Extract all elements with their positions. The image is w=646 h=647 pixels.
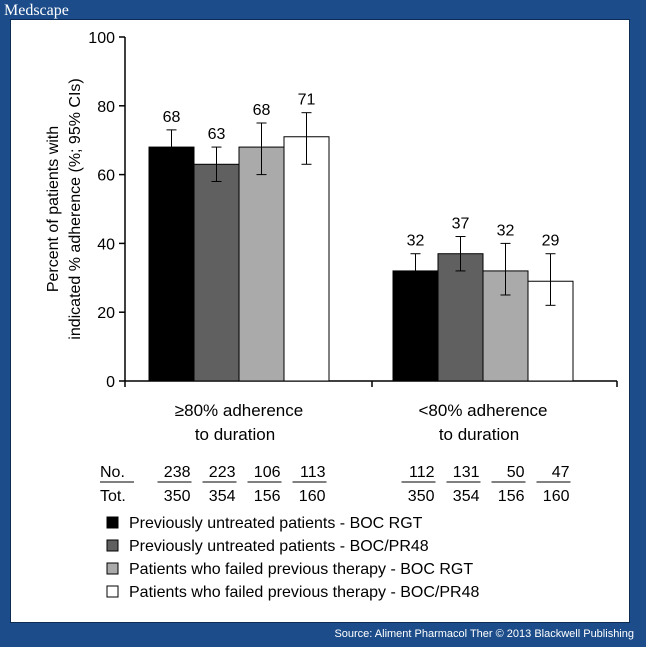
count-row-label-numerator: No.	[100, 464, 125, 481]
legend-label: Previously untreated patients - BOC RGT	[129, 515, 423, 532]
legend-label: Previously untreated patients - BOC/PR48	[129, 538, 429, 555]
count-denominator: 354	[209, 488, 236, 505]
count-denominator: 160	[543, 488, 570, 505]
bar	[148, 146, 195, 382]
count-numerator: 223	[209, 464, 236, 481]
category-label: to duration	[439, 425, 519, 444]
legend-swatch	[106, 585, 119, 598]
count-numerator: 112	[409, 464, 435, 481]
count-numerator: 106	[254, 464, 281, 481]
y-tick-label: 0	[106, 374, 115, 391]
count-denominator: 156	[498, 488, 525, 505]
legend-label: Patients who failed previous therapy - B…	[129, 584, 480, 601]
count-denominator: 354	[453, 488, 480, 505]
count-denominator: 160	[299, 488, 326, 505]
category-label: <80% adherence	[418, 401, 547, 420]
data-label: 32	[497, 222, 515, 239]
category-label: ≥80% adherence	[175, 401, 303, 420]
count-numerator: 238	[164, 464, 191, 481]
y-tick-label: 80	[97, 99, 115, 116]
count-denominator: 156	[254, 488, 281, 505]
bar	[238, 146, 285, 382]
count-denominator: 350	[164, 488, 191, 505]
data-label: 32	[407, 233, 425, 250]
legend-swatch	[106, 562, 119, 575]
bar	[193, 163, 240, 382]
medscape-logo: Medscape	[4, 2, 69, 19]
count-denominator: 350	[408, 488, 435, 505]
data-label: 37	[452, 216, 470, 233]
chart-panel: 0 20 40 60 80 100 Percent of patients with indi…	[10, 19, 630, 623]
data-label: 29	[542, 233, 560, 250]
count-numerator: 131	[453, 464, 480, 481]
data-label: 68	[253, 102, 271, 119]
y-tick-label: 100	[88, 30, 115, 47]
bar	[283, 136, 330, 382]
legend-swatch	[106, 516, 119, 529]
source-footer: Source: Aliment Pharmacol Ther © 2013 Bl…	[334, 628, 634, 640]
data-label: 68	[163, 109, 181, 126]
category-label: to duration	[195, 425, 275, 444]
data-label: 63	[208, 126, 226, 143]
bar	[437, 253, 484, 382]
bar-chart: 0 20 40 60 80 100 Percent of patients with indi…	[45, 30, 618, 601]
y-axis-label: Percent of patients with	[45, 126, 62, 292]
legend-label: Patients who failed previous therapy - B…	[129, 561, 473, 578]
y-tick-label: 40	[97, 236, 115, 253]
y-tick-label: 20	[97, 305, 115, 322]
count-numerator: 47	[552, 464, 570, 481]
count-numerator: 113	[300, 464, 326, 481]
legend-swatch	[106, 539, 119, 552]
y-tick-label: 60	[97, 168, 115, 185]
count-row-label-denominator: Tot.	[100, 488, 126, 505]
data-label: 71	[298, 92, 316, 109]
count-numerator: 50	[507, 464, 525, 481]
y-axis-label: indicated % adherence (%; 95% CIs)	[67, 78, 84, 339]
